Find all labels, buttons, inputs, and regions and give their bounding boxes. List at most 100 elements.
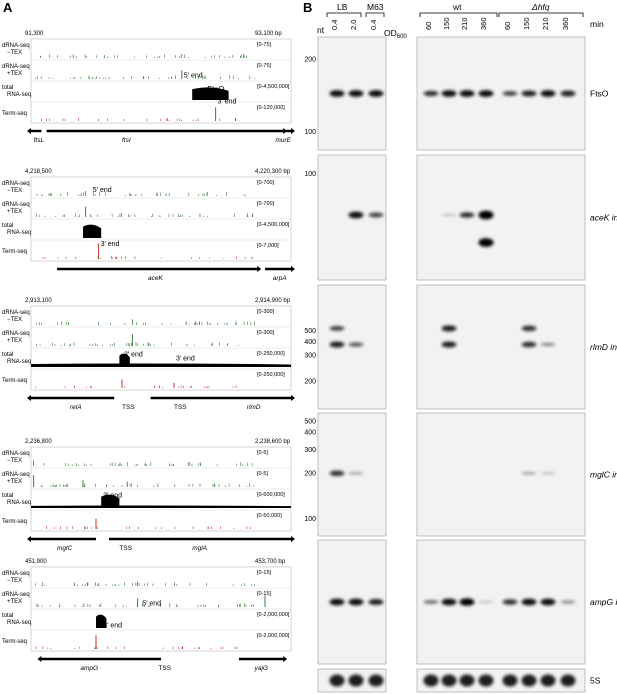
track-label-term: Term-seq	[2, 519, 27, 525]
blot-ampG-int: ampG int	[317, 539, 617, 665]
band	[441, 325, 457, 332]
time-value: 210	[541, 17, 550, 30]
band	[368, 90, 384, 97]
track-range: [0-2,000,000]	[257, 612, 290, 618]
band	[560, 90, 576, 97]
probe-label: aceK int	[590, 213, 617, 223]
band	[368, 212, 384, 218]
bracket-m63	[365, 12, 385, 17]
annotation-3end: 3′ end	[103, 492, 122, 499]
track-label-plus_tex-sub: +TEX	[7, 338, 22, 344]
panel-b-label: B	[303, 0, 312, 15]
band	[459, 90, 475, 97]
coord-end: 2,238,600 bp	[255, 439, 291, 445]
band	[348, 90, 364, 97]
track-label-minus_tex-sub: −TEX	[7, 578, 22, 584]
annotation-3end: 3′ end	[101, 241, 120, 248]
track-label-plus_tex-sub: +TEX	[7, 209, 22, 215]
blot-frame-right	[416, 284, 586, 410]
track-range: [0-300]	[257, 330, 275, 336]
od-value: 0.4	[369, 20, 378, 30]
gene-label-relA: relA	[70, 404, 82, 411]
tss-label: TSS	[119, 545, 132, 552]
locus-5: 451,900 453,700 bpdRNA-seq−TEX[0-15]dRNA-…	[2, 559, 292, 672]
band	[521, 341, 537, 348]
time-value: 60	[424, 22, 433, 30]
time-value: 60	[503, 22, 512, 30]
band	[478, 601, 494, 603]
annotation-3end: 3′ end	[218, 99, 237, 106]
track-label-minus_tex-sub: −TEX	[7, 458, 22, 464]
size-marker: 200	[304, 379, 316, 386]
band	[478, 90, 494, 97]
track-label-total-sub: RNA-seq	[7, 620, 31, 626]
coord-end: 93,100 bp	[255, 31, 282, 37]
coord-start: 2,913,100	[25, 298, 52, 304]
band	[329, 470, 345, 476]
track-range: [0-2,000,000]	[257, 633, 290, 639]
group-label-hfq: Δhfq	[531, 2, 550, 12]
track-range: [0-120,000]	[257, 105, 285, 111]
coverage-block	[83, 224, 102, 238]
band	[329, 326, 345, 331]
northern-blots: 200 100 FtsO 100 aceK int 500 400 300 200 rlmD in…	[304, 36, 617, 693]
track-range: [0-700]	[257, 180, 275, 186]
track-range: [0-7,000]	[257, 243, 279, 249]
time-value: 150	[442, 17, 451, 30]
track-label-total-sub: RNA-seq	[7, 500, 31, 506]
track-label-minus_tex: dRNA-seq	[2, 43, 30, 49]
coord-end: 2,914,900 bp	[255, 298, 291, 304]
coverage-block	[31, 505, 291, 508]
gene-arrow	[283, 656, 288, 662]
track-label-minus_tex-sub: −TEX	[7, 317, 22, 323]
probe-label: FtsO	[590, 89, 609, 99]
track-label-total: total	[2, 613, 13, 619]
gene-label-mglC: mglC	[57, 545, 72, 552]
band	[521, 472, 537, 475]
band	[441, 674, 457, 687]
tss-label: TSS	[122, 404, 135, 411]
gene-arrow	[291, 536, 295, 542]
coverage-block	[192, 87, 229, 100]
track-label-term: Term-seq	[2, 111, 27, 117]
gene-arrow	[291, 266, 295, 272]
track-range: [0-600,000]	[257, 492, 285, 498]
band	[560, 674, 576, 687]
track-label-minus_tex: dRNA-seq	[2, 451, 30, 457]
probe-label: mglC int	[590, 470, 617, 480]
gene-arrow	[37, 656, 42, 662]
blot-frame-left	[317, 284, 387, 410]
size-marker: 100	[304, 171, 316, 178]
coord-start: 4,218,500	[25, 169, 52, 175]
annotation-5end: 5′ end	[93, 187, 112, 194]
group-label-lb: LB	[337, 2, 348, 12]
band	[521, 325, 537, 332]
band	[478, 238, 494, 247]
track-range: [0-75]	[257, 63, 272, 69]
track-label-total: total	[2, 223, 13, 229]
track-label-minus_tex-sub: −TEX	[7, 188, 22, 194]
min-label: min	[590, 19, 604, 29]
track-label-plus_tex-sub: +TEX	[7, 599, 22, 605]
size-marker: 400	[304, 430, 316, 437]
time-value: 150	[522, 17, 531, 30]
time-value: 360	[561, 17, 570, 30]
track-label-minus_tex: dRNA-seq	[2, 310, 30, 316]
track-range: [0-5]	[257, 471, 268, 477]
track-label-plus_tex: dRNA-seq	[2, 202, 30, 208]
blot-rlmD-int: 500 400 300 200 rlmD int	[304, 284, 617, 410]
track-range: [0-700]	[257, 201, 275, 207]
track-label-total: total	[2, 493, 13, 499]
band	[329, 598, 345, 606]
band	[348, 598, 364, 606]
gene-arrow	[257, 266, 262, 272]
band	[540, 343, 556, 346]
group-label-wt: wt	[452, 2, 462, 12]
band	[540, 674, 556, 687]
band	[502, 599, 518, 605]
band	[521, 674, 537, 687]
coord-end: 4,220,300 bp	[255, 169, 291, 175]
blot-FtsO: 200 100 FtsO	[304, 36, 609, 151]
gene-label-aceK: aceK	[148, 275, 163, 282]
band	[423, 90, 439, 97]
